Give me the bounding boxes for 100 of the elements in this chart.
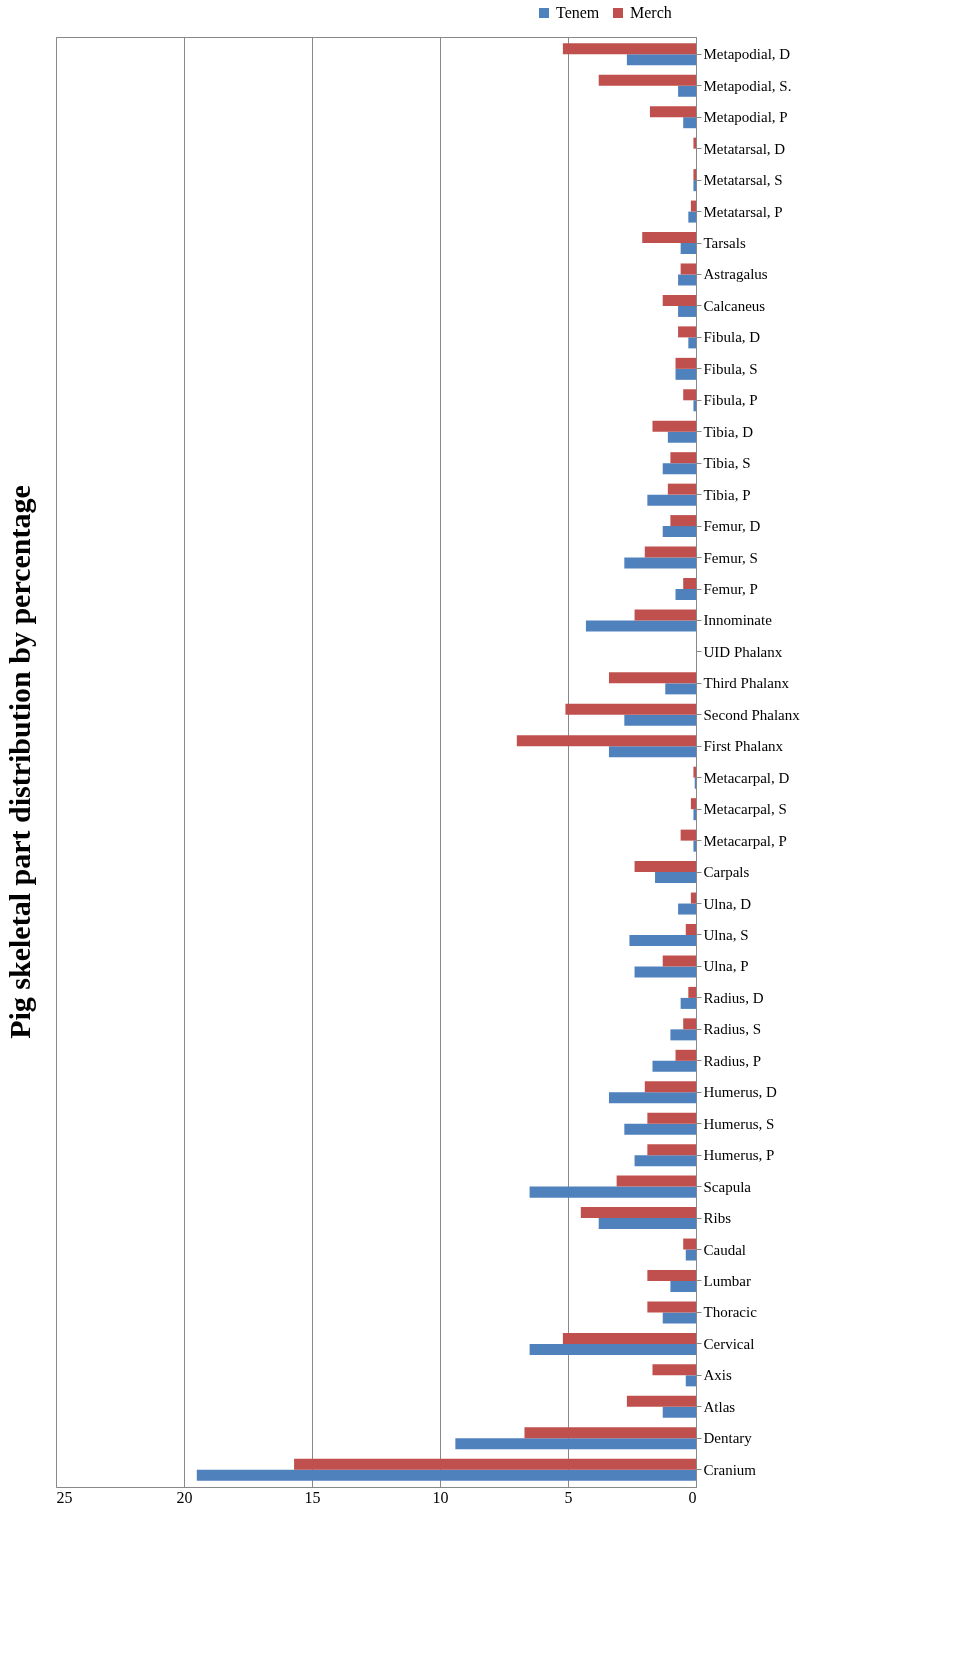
bar — [675, 589, 696, 601]
x-tick-label: 20 — [176, 1488, 193, 1506]
bar — [680, 243, 696, 255]
bar — [685, 923, 696, 935]
bar — [680, 263, 696, 275]
y-tick-label: Astragalus — [703, 266, 768, 283]
bar — [693, 840, 696, 852]
bar — [693, 400, 696, 412]
x-tick-label: 0 — [688, 1488, 697, 1506]
bar — [690, 200, 696, 212]
bar — [675, 1049, 696, 1061]
bar — [455, 1438, 696, 1450]
y-tick-label: Cranium — [703, 1461, 757, 1478]
bar — [647, 1269, 696, 1281]
x-tick-label: 10 — [432, 1488, 449, 1506]
bar — [683, 1018, 696, 1030]
bar — [624, 714, 696, 726]
y-tick-label: Ulna, D — [703, 895, 752, 912]
bar — [683, 578, 696, 590]
y-tick-label: Metacarpal, S — [703, 801, 787, 818]
bar — [634, 966, 696, 978]
bar — [685, 1375, 696, 1387]
bar — [580, 1207, 696, 1219]
y-tick-label: Fibula, D — [703, 329, 761, 346]
bar — [647, 494, 696, 506]
y-tick-label: Tarsals — [703, 235, 746, 252]
bar — [624, 557, 696, 569]
bar — [294, 1458, 696, 1470]
bar — [647, 1301, 696, 1313]
bar — [678, 85, 696, 97]
x-tick-label: 15 — [304, 1488, 321, 1506]
y-tick-label: Tibia, S — [703, 455, 751, 472]
y-tick-label: Calcaneus — [703, 297, 766, 314]
bar — [690, 892, 696, 904]
bar — [652, 420, 696, 432]
bar — [688, 337, 696, 349]
bar — [667, 483, 696, 495]
y-tick-label: Femur, P — [703, 581, 758, 598]
legend-label: Tenem — [556, 4, 600, 21]
y-tick-label: Third Phalanx — [703, 675, 790, 692]
y-tick-label: Ulna, S — [703, 926, 749, 943]
y-tick-label: Metatarsal, P — [703, 203, 783, 220]
y-tick-label: Humerus, S — [703, 1115, 775, 1132]
bar — [647, 1144, 696, 1156]
bar — [652, 1364, 696, 1376]
bar — [685, 1249, 696, 1261]
bar — [524, 1427, 696, 1439]
y-tick-label: Tibia, D — [703, 423, 754, 440]
bar — [683, 389, 696, 401]
bar — [647, 1112, 696, 1124]
y-tick-label: Axis — [703, 1367, 732, 1384]
bar — [670, 452, 696, 464]
legend-label: Merch — [630, 4, 672, 21]
y-tick-label: Ulna, P — [703, 958, 749, 975]
bar — [662, 1312, 696, 1324]
y-tick-label: Cervical — [703, 1335, 755, 1352]
y-tick-label: Metatarsal, S — [703, 172, 783, 189]
bar — [693, 169, 696, 181]
bar — [662, 294, 696, 306]
y-tick-label: Metapodial, P — [703, 109, 788, 126]
y-tick-label: Metacarpal, P — [703, 832, 787, 849]
bar — [690, 798, 696, 810]
y-tick-label: Ribs — [703, 1210, 732, 1227]
y-tick-label: Dentary — [703, 1430, 753, 1447]
bar — [529, 1186, 696, 1198]
bar — [608, 672, 696, 684]
bar — [693, 180, 696, 192]
bar — [616, 1175, 696, 1187]
y-tick-label: Metapodial, D — [703, 46, 791, 63]
text: Pig skeletal part distribution by percentage — [3, 485, 36, 1039]
y-tick-label: Femur, S — [703, 549, 758, 566]
x-tick-label: 5 — [564, 1488, 573, 1506]
y-tick-label: Lumbar — [703, 1272, 751, 1289]
y-tick-label: Humerus, P — [703, 1147, 775, 1164]
bar — [683, 1238, 696, 1250]
y-tick-label: Innominate — [703, 612, 773, 629]
y-tick-label: Caudal — [703, 1241, 746, 1258]
y-tick-label: First Phalanx — [703, 738, 784, 755]
bar — [634, 1155, 696, 1167]
bar — [667, 431, 696, 443]
bar — [675, 368, 696, 380]
bar — [680, 829, 696, 841]
y-tick-label: Fibula, P — [703, 392, 758, 409]
bar — [644, 1081, 696, 1093]
bar — [655, 872, 696, 884]
bar — [649, 106, 696, 118]
y-tick-label: Humerus, D — [703, 1084, 777, 1101]
bar — [644, 546, 696, 558]
bar — [662, 955, 696, 967]
bar — [670, 1029, 696, 1041]
bar — [626, 1395, 696, 1407]
y-tick-label: Femur, D — [703, 518, 761, 535]
bar — [675, 357, 696, 369]
bar — [598, 1218, 696, 1230]
y-tick-label: Tibia, P — [703, 486, 751, 503]
bar — [608, 1092, 696, 1104]
y-tick-label: Metapodial, S. — [703, 77, 792, 94]
y-tick-label: Fibula, S — [703, 360, 758, 377]
bar — [670, 515, 696, 527]
bar — [634, 861, 696, 873]
